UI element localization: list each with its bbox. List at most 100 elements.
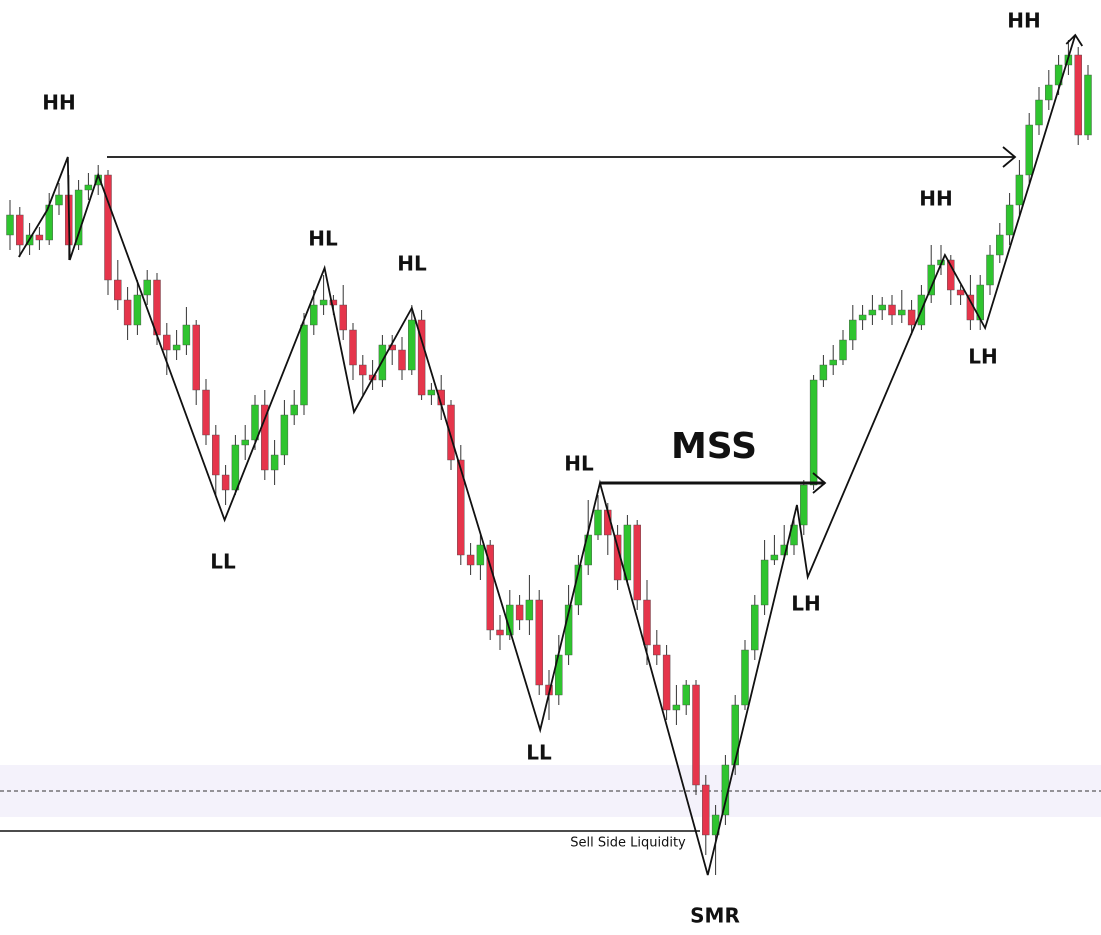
candle-body [1045,84,1053,101]
candle-body [956,289,965,296]
candle-body [760,559,769,606]
mss-label: MSS [671,426,757,467]
candle-body [829,359,837,366]
candle-body [123,299,132,326]
candle-body [653,644,661,656]
candle-body [319,299,328,306]
candle-body [692,684,700,786]
candle-body [809,379,818,486]
candle-body [633,524,641,601]
candle-body [74,189,83,246]
candle-body [1015,174,1024,206]
candle-body [682,684,690,706]
candle-body [408,319,416,371]
candle-body [907,309,916,326]
candle-body [241,439,249,446]
candle-body [1005,204,1014,236]
liquidity-label: Sell Side Liquidity [570,836,686,851]
candle-body [339,304,347,331]
candle-body [515,604,524,621]
candle-body [702,784,710,836]
arrow-head [1065,33,1084,47]
candle-body [1035,99,1043,126]
candle-body [6,214,14,236]
candle-body [104,174,112,281]
candle-body [300,324,308,406]
swing-label: HL [564,452,594,476]
candle-body [476,544,485,566]
candle-body [751,604,759,651]
swing-label: LH [968,345,997,369]
candle-body [16,214,24,246]
candle-body [800,484,808,526]
candle-body [839,339,847,361]
candle-body [172,344,181,351]
swing-label: HL [397,252,427,276]
swing-label: HH [1007,9,1040,33]
swing-label: LL [210,550,236,574]
candle-body [858,314,867,321]
candle-body [133,294,142,326]
arrow-head [1002,146,1017,168]
candle-body [427,389,436,396]
candle-body [525,599,534,621]
candle-body [898,309,906,316]
candle-body [672,704,681,711]
candle-body [182,324,191,346]
swing-label: LH [791,592,820,616]
candle-body [888,304,896,316]
swing-label: HL [308,227,338,251]
candle-body [986,254,994,286]
candle-body [457,459,465,556]
candle-body [280,414,289,456]
candle-body [231,444,240,491]
candle-body [741,649,749,706]
candle-body [486,544,494,631]
candle-body [212,434,220,476]
candle-body [290,404,298,416]
candle-body [270,454,279,471]
candle-body [359,364,367,376]
candle-body [731,704,739,766]
candle-body [849,319,857,341]
candle-body [417,319,426,396]
candle-body [143,279,151,296]
candle-body [251,404,259,441]
candle-body [329,299,338,306]
swing-line [18,34,1077,876]
candle-body [535,599,543,686]
candle-body [55,194,63,206]
candle-body [349,329,357,366]
swing-label: HH [42,91,75,115]
candle-body [202,389,210,436]
candle-body [84,184,93,191]
swing-label: LL [526,741,552,765]
candle-body [819,364,828,381]
arrow-head [812,472,827,494]
candle-body [1074,54,1082,136]
candle-body [114,279,122,301]
candle-body [996,234,1004,256]
candle-body [643,599,651,646]
candle-body [770,554,779,561]
candle-body [496,629,504,636]
candle-body [221,474,230,491]
candle-body [261,404,269,471]
candle-body [1025,124,1033,176]
candle-body [310,304,318,326]
swing-label: SMR [690,904,740,928]
liquidity-zone [0,765,1101,817]
candle-body [398,349,406,371]
swing-label: HH [919,187,952,211]
candle-body [662,654,671,711]
candle-body [1084,74,1092,136]
candle-body [447,404,455,461]
candle-body [163,334,171,351]
candle-body [192,324,200,391]
candle-body [878,304,886,311]
candle-body [466,554,475,566]
candle-body [35,234,44,241]
candle-body [594,509,602,536]
candle-body [868,309,877,316]
